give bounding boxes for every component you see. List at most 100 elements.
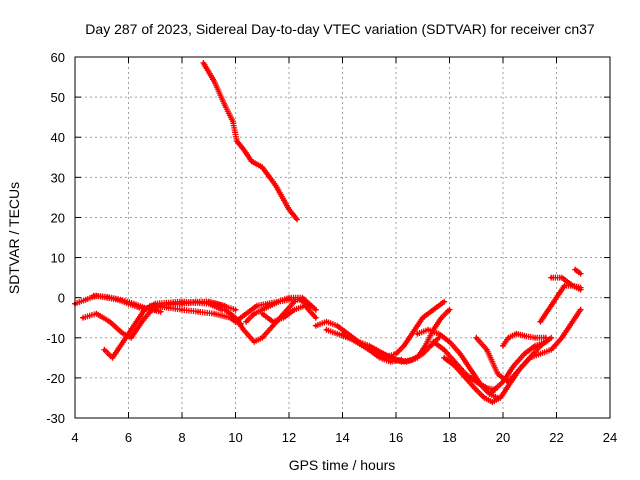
data-point	[134, 320, 139, 324]
data-point	[367, 344, 371, 348]
data-point	[426, 328, 430, 332]
data-point	[442, 300, 446, 304]
series-layer	[72, 60, 584, 405]
x-tick-label: 18	[442, 430, 456, 445]
data-point	[442, 348, 446, 352]
data-point	[167, 302, 171, 306]
series-markers	[200, 60, 300, 223]
series-track-14	[379, 306, 453, 365]
data-point	[233, 320, 238, 324]
data-point	[292, 308, 296, 312]
data-point	[314, 316, 318, 320]
data-point	[512, 364, 516, 368]
data-point	[102, 348, 106, 352]
data-point	[549, 336, 553, 340]
y-tick-label: 40	[51, 130, 65, 145]
x-tick-label: 24	[603, 430, 617, 445]
data-point	[142, 306, 147, 310]
data-point	[212, 312, 216, 316]
data-point	[415, 332, 419, 336]
data-point	[474, 388, 478, 392]
data-point	[474, 380, 478, 384]
series-track-22	[548, 274, 584, 293]
data-point	[223, 103, 227, 107]
data-point	[282, 316, 286, 320]
data-point	[303, 304, 307, 308]
data-point	[501, 380, 505, 384]
data-point	[447, 340, 452, 344]
data-point	[110, 356, 115, 360]
data-point	[522, 334, 527, 338]
data-point	[522, 352, 527, 356]
data-point	[159, 310, 163, 314]
data-point	[193, 300, 197, 304]
data-point	[231, 119, 235, 123]
data-point	[533, 336, 537, 340]
data-point	[180, 308, 184, 312]
series-markers	[430, 338, 498, 393]
data-point	[167, 306, 171, 310]
data-point	[389, 360, 393, 364]
series-track-10	[259, 302, 319, 325]
series-track-4	[90, 292, 164, 315]
data-point	[549, 348, 553, 352]
data-point	[405, 360, 409, 364]
x-tick-label: 6	[125, 430, 132, 445]
series-track-19	[486, 338, 549, 397]
data-point	[488, 392, 492, 396]
data-point	[121, 332, 125, 336]
data-point	[506, 384, 510, 388]
x-tick-label: 22	[549, 430, 563, 445]
data-point	[249, 159, 254, 163]
data-point	[268, 304, 272, 308]
data-point	[429, 344, 433, 348]
data-point	[324, 320, 329, 324]
grid	[75, 57, 610, 418]
y-tick-label: 60	[51, 50, 65, 65]
data-point	[485, 386, 489, 390]
data-point	[212, 79, 216, 83]
series-track-6	[165, 298, 239, 313]
data-point	[335, 332, 339, 336]
data-point	[244, 320, 248, 324]
series-track-20	[500, 330, 549, 349]
data-point	[324, 328, 329, 332]
data-point	[241, 147, 246, 151]
data-point	[271, 320, 275, 324]
data-point	[314, 324, 318, 328]
data-point	[579, 272, 583, 276]
data-point	[506, 380, 510, 384]
x-tick-label: 16	[389, 430, 403, 445]
data-point	[252, 340, 256, 344]
data-point	[458, 352, 462, 356]
data-point	[496, 372, 500, 376]
data-point	[335, 324, 339, 328]
series-markers	[473, 306, 584, 385]
data-point	[485, 348, 489, 352]
data-point	[220, 304, 224, 308]
x-tick-label: 20	[496, 430, 510, 445]
data-point	[573, 268, 577, 272]
data-point	[394, 352, 398, 356]
data-point	[314, 308, 318, 312]
data-point	[92, 294, 96, 298]
y-axis-label: SDTVAR / TECUs	[6, 182, 22, 294]
chart-title: Day 287 of 2023, Sidereal Day-to-day VTE…	[85, 21, 595, 37]
data-point	[118, 344, 123, 348]
data-point	[84, 298, 88, 302]
data-point	[287, 296, 291, 300]
data-point	[108, 320, 112, 324]
data-point	[554, 296, 559, 300]
data-point	[132, 302, 136, 306]
data-point	[252, 312, 256, 316]
data-point	[431, 308, 435, 312]
data-point	[118, 298, 123, 302]
series-track-18	[473, 306, 584, 385]
data-point	[105, 295, 109, 299]
data-point	[533, 344, 537, 348]
data-point	[482, 396, 486, 400]
y-tick-label: 20	[51, 210, 65, 225]
data-point	[474, 336, 478, 340]
data-point	[549, 276, 553, 280]
series-track-16	[430, 338, 498, 393]
